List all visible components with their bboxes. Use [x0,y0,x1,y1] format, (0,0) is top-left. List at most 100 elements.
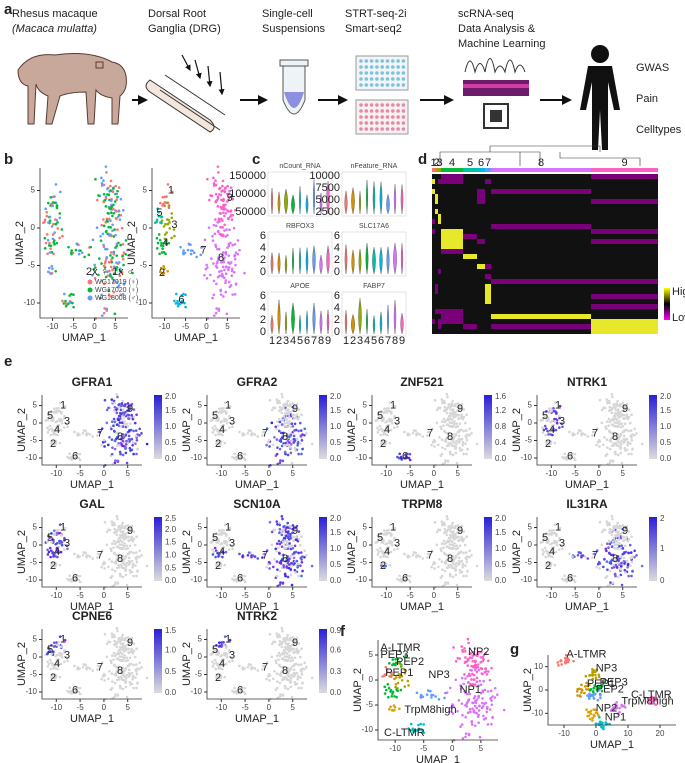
colorbar-tick: 1.5 [330,406,342,415]
cell-point [281,693,285,697]
cell-point [440,438,444,441]
cell-point [111,446,114,449]
cell-point [121,687,125,691]
cell-point [174,302,178,305]
cell-point [463,673,466,676]
step-label: Suspensions [262,23,325,35]
cell-point [92,267,96,271]
cell-point [482,658,485,661]
cell-point [58,541,62,545]
heat-cell [432,259,435,264]
cell-point [121,399,125,403]
cell-point [450,526,454,529]
cell-point [113,200,117,203]
heat-cell [463,319,477,324]
cell-point [466,664,470,667]
cell-point [76,452,79,456]
colorbar [319,517,327,581]
cell-point [286,530,290,534]
cell-point [291,547,295,550]
cell-point [159,201,162,205]
cell-point [224,550,228,554]
y-tick-label: 100000 [229,188,266,200]
violin [365,243,369,275]
cell-point [280,533,284,537]
cell-point [611,435,615,438]
x-tick-label: 0 [92,322,97,331]
cell-point [215,261,219,265]
cell-point [122,263,125,267]
cell-point [57,409,61,413]
cell-point [131,271,134,275]
cell-point [205,263,208,267]
cell-point [214,179,217,182]
cell-point [113,439,117,443]
step-label: scRNA-seq [458,8,514,20]
well [396,65,400,69]
cell-point [279,431,283,435]
cell-point [100,314,104,317]
cell-point [458,422,462,426]
cell-point [407,684,410,687]
cell-point [119,534,123,538]
cell-point [390,421,394,425]
cell-point [490,722,493,726]
cell-point [607,424,610,428]
cell-point [113,312,117,316]
cell-point [118,684,122,688]
axis-label: UMAP_1 [70,713,114,725]
violin [393,184,397,215]
cell-point [387,407,390,410]
heat-cell [432,269,435,274]
cell-point [186,248,190,252]
cell-point [271,565,275,569]
cell-point [627,415,631,419]
y-tick-label: -10 [25,687,37,696]
y-tick-label: 5 [363,523,368,532]
cell-point [135,574,138,578]
cell-point [168,221,171,224]
cell-point [443,439,447,443]
cell-point [111,268,114,272]
cell-point [132,574,135,578]
cell-point [569,453,572,456]
heat-cell [477,264,485,269]
cell-point [561,425,564,429]
cell-point [163,237,167,241]
cell-point [480,667,484,671]
cell-point [138,433,141,437]
cell-point [114,184,117,188]
violin [277,299,281,335]
cell-point [279,459,282,462]
cell-point [394,685,397,689]
cell-point [109,219,112,222]
cell-point [583,691,586,695]
cell-point [233,452,236,456]
cell-point [280,627,284,630]
cell-point [48,251,52,254]
cell-point [452,533,456,537]
cell-point [598,567,601,570]
cell-point [460,437,464,441]
cell-point [110,686,114,690]
cell-point [622,417,626,421]
cell-point [456,409,459,412]
heat-cell [485,249,491,254]
well [359,103,363,107]
cluster-label: 5 [212,410,218,422]
cell-point [93,263,96,267]
violin [313,179,315,215]
cell-point [221,184,224,188]
cell-point [446,459,450,463]
x-tick-label: 3 [283,335,289,347]
cell-point [115,645,119,649]
cell-point [55,409,59,413]
cell-point [627,551,630,555]
cell-point [124,685,128,689]
cell-point [123,542,126,545]
heat-cell [441,324,463,329]
cell-point [619,433,623,437]
heat-cell [491,249,591,254]
cell-point [301,681,304,685]
cell-point [129,449,132,452]
